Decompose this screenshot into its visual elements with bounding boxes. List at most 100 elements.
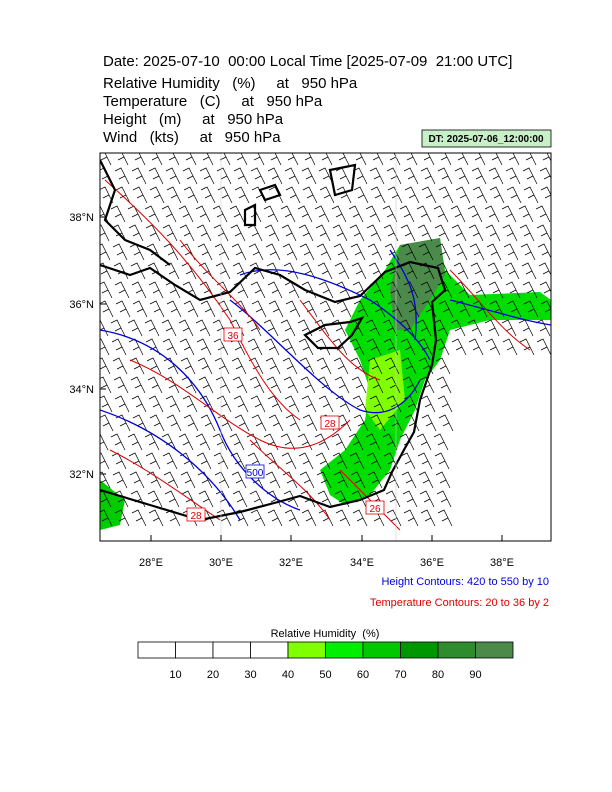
wind-barb [195, 205, 211, 223]
wind-barb [438, 300, 454, 318]
wind-barb [402, 376, 418, 394]
lon-label: 28°E [139, 557, 163, 569]
wind-barb [285, 186, 301, 204]
wind-barb [540, 186, 551, 199]
wind-barb [231, 243, 247, 261]
wind-barb [370, 300, 386, 318]
island [303, 316, 365, 350]
wind-barb [284, 395, 300, 413]
wind-barb [348, 433, 364, 451]
wind-barb [280, 433, 296, 451]
wind-barb [318, 167, 334, 185]
colorbar-box [400, 641, 439, 659]
wind-barb [333, 471, 349, 489]
wind-barb [523, 186, 539, 204]
wind-barb [416, 433, 432, 451]
wind-barb [229, 205, 245, 223]
wind-barb [536, 338, 551, 356]
wind-barb [301, 395, 317, 413]
wind-barb [400, 452, 416, 470]
wind-barb [214, 243, 230, 261]
wind-barb [129, 357, 145, 375]
wind-barb [253, 153, 265, 166]
wind-barb [349, 452, 365, 470]
wind-barb [200, 414, 216, 432]
lat-label: 38°N [69, 212, 94, 224]
wind-barb [299, 243, 315, 261]
wind-barb [100, 471, 111, 489]
wind-barb [504, 262, 520, 280]
wind-barb [437, 395, 453, 413]
wind-barb [474, 153, 486, 166]
contour-label-box [320, 415, 340, 430]
map-axes: 38°N 36°N 34°N 32°N 28°E 30°E 32°E 34°E 36°E 38°E [69, 212, 514, 569]
wind-barb [455, 300, 471, 318]
wind-barb [366, 224, 382, 242]
wind-barb [100, 243, 111, 261]
wind-barb [216, 509, 232, 527]
contour-label-box [245, 464, 265, 479]
wind-barb [317, 490, 333, 508]
contour-label: 26 [369, 504, 381, 515]
wind-barb [318, 509, 334, 527]
height-contour [100, 409, 241, 521]
wind-barb [180, 471, 196, 489]
wind-barb [452, 243, 468, 261]
dt-box [421, 129, 552, 148]
colorbar-tick-label: 90 [469, 669, 481, 681]
wind-barb [485, 338, 501, 356]
wind-barb [230, 224, 246, 242]
map-content: 36 28 500 28 26 [100, 153, 551, 541]
height-contour [229, 299, 421, 414]
contour-label: 28 [324, 419, 336, 430]
colorbar-tick-label: 70 [394, 669, 406, 681]
wind-barb [540, 300, 551, 313]
wind-barb [215, 376, 231, 394]
wind-barb [503, 243, 519, 261]
contour-label-box [223, 327, 243, 342]
colorbar-box [137, 641, 176, 659]
wind-barb [417, 338, 433, 356]
wind-barb [100, 357, 111, 375]
wind-barb [215, 262, 231, 280]
wind-barb [334, 490, 350, 508]
wind-barb [435, 243, 451, 261]
wind-barb [349, 338, 365, 356]
wind-barb [113, 376, 129, 394]
height-contours [100, 249, 551, 521]
wind-barb [387, 186, 403, 204]
wind-barb [487, 262, 503, 280]
wind-barb [385, 262, 401, 280]
wind-barb [335, 395, 351, 413]
wind-barb [162, 452, 178, 470]
wind-barb [282, 471, 298, 489]
wind-barb [506, 300, 522, 318]
wind-barb [149, 300, 165, 318]
wind-barb [114, 509, 130, 527]
wind-barb [400, 224, 416, 242]
wind-barb [112, 471, 128, 489]
wind-barb [384, 357, 400, 375]
wind-barb [161, 319, 177, 337]
wind-barb [319, 186, 335, 204]
wind-barb [537, 243, 551, 259]
wind-barb [502, 338, 518, 356]
wind-barb [525, 153, 537, 166]
wind-barb [420, 395, 436, 413]
wind-barb [351, 262, 367, 280]
wind-barb [148, 395, 164, 413]
wind-barb [471, 167, 487, 185]
wind-barb [352, 509, 368, 527]
wind-barb [350, 243, 366, 261]
wind-barb [433, 205, 449, 223]
wind-barb [365, 319, 381, 337]
lon-label: 30°E [209, 557, 233, 569]
wind-barb [267, 281, 283, 299]
wind-barb [250, 395, 266, 413]
colorbar-tick-label: 50 [319, 669, 331, 681]
wind-barb [401, 243, 417, 261]
wind-barb [250, 281, 266, 299]
wind-barb [250, 509, 266, 527]
wind-barb [263, 319, 279, 337]
colorbar-box [287, 641, 326, 659]
